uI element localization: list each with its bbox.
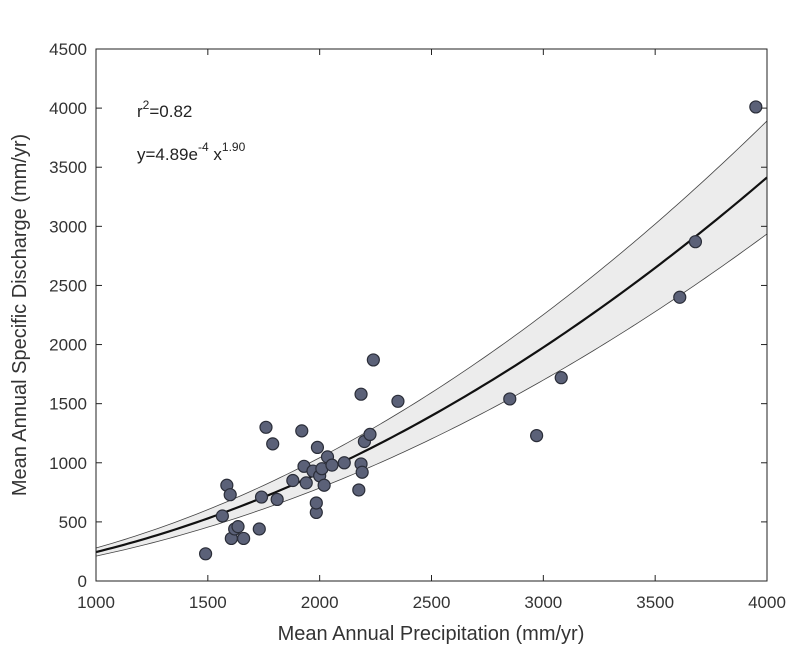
data-point xyxy=(354,387,368,401)
y-tick-label: 1500 xyxy=(49,395,87,414)
y-tick-labels: 0 500 1000 1500 2000 2500 3000 3500 4000 4500 xyxy=(49,40,87,591)
eq-mid: x xyxy=(209,145,223,164)
r-squared-annotation: r2=0.82 xyxy=(137,98,192,121)
data-point xyxy=(530,428,544,443)
data-point xyxy=(325,458,339,472)
data-point xyxy=(231,520,245,534)
y-tick-label: 2500 xyxy=(49,276,87,295)
x-axis-label: Mean Annual Precipitation (mm/yr) xyxy=(278,623,585,645)
data-point xyxy=(286,473,300,488)
data-point xyxy=(554,371,568,385)
data-point xyxy=(355,465,369,479)
data-point xyxy=(199,547,213,561)
data-point xyxy=(317,478,331,492)
y-tick-label: 3000 xyxy=(49,217,87,236)
data-point xyxy=(299,476,313,490)
y-tick-label: 3500 xyxy=(49,158,87,177)
eq-coef-exponent: -4 xyxy=(198,140,209,154)
y-tick-label: 1000 xyxy=(49,454,87,473)
x-tick-label: 2000 xyxy=(301,593,339,612)
band-lower-line xyxy=(95,233,768,557)
data-point xyxy=(223,488,237,502)
data-point xyxy=(352,483,366,497)
r2-prefix: r xyxy=(137,102,143,121)
data-point xyxy=(270,492,284,507)
x-tick-labels: 1000 1500 2000 2500 3000 3500 4000 xyxy=(77,593,786,612)
data-point xyxy=(688,235,703,249)
data-point xyxy=(366,353,380,367)
y-tick-label: 4500 xyxy=(49,40,87,59)
data-point xyxy=(363,427,377,441)
fit-curve xyxy=(95,176,768,554)
y-tick-label: 2000 xyxy=(49,336,87,355)
y-tick-label: 500 xyxy=(59,513,87,532)
data-point xyxy=(309,496,323,510)
data-point xyxy=(252,522,266,536)
data-point xyxy=(310,440,325,455)
r2-superscript: 2 xyxy=(143,98,150,112)
data-point xyxy=(503,392,517,406)
fit-line xyxy=(95,176,768,554)
data-point xyxy=(266,437,280,451)
x-tick-label: 2500 xyxy=(413,593,451,612)
data-point xyxy=(295,424,309,438)
y-tick-label: 0 xyxy=(78,572,87,591)
data-point xyxy=(237,531,251,546)
plot-frame xyxy=(95,48,768,582)
x-tick-label: 3500 xyxy=(636,593,674,612)
data-point xyxy=(673,290,687,304)
x-tick-label: 1500 xyxy=(189,593,227,612)
fit-equation-annotation: y=4.89e-4 x1.90 xyxy=(137,140,246,164)
data-point xyxy=(749,100,763,114)
eq-power-exponent: 1.90 xyxy=(222,140,246,154)
data-point xyxy=(254,490,269,504)
r2-value: =0.82 xyxy=(149,102,192,121)
confidence-band xyxy=(95,120,768,557)
y-axis-label: Mean Annual Specific Discharge (mm/yr) xyxy=(9,134,31,496)
y-tick-label: 4000 xyxy=(49,99,87,118)
data-point xyxy=(391,394,405,408)
eq-prefix: y=4.89e xyxy=(137,145,198,164)
data-point xyxy=(259,420,273,434)
band-upper-line xyxy=(95,120,768,549)
band-area xyxy=(96,120,767,557)
axis-ticks xyxy=(95,48,768,582)
x-tick-label: 4000 xyxy=(748,593,786,612)
data-points xyxy=(199,100,763,561)
data-point xyxy=(215,509,229,523)
data-point xyxy=(337,456,351,470)
x-tick-label: 1000 xyxy=(77,593,115,612)
x-tick-label: 3000 xyxy=(524,593,562,612)
